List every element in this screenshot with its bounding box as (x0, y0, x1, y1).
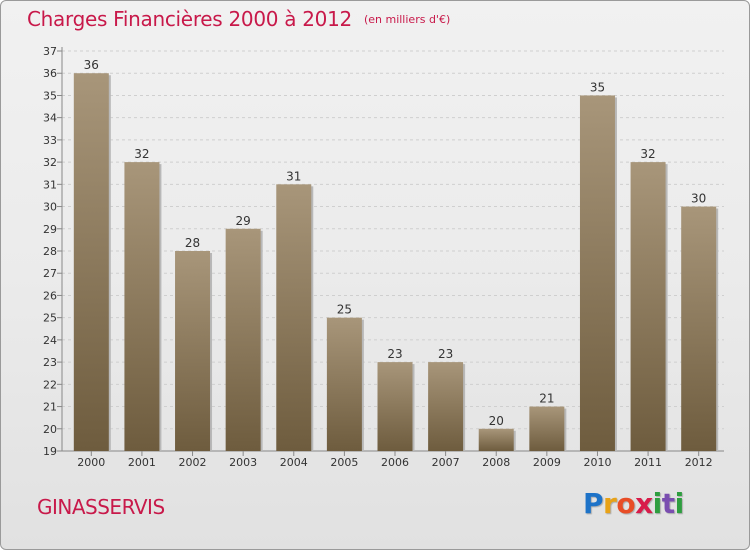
x-tick-label: 2007 (432, 456, 460, 469)
bar-2008 (478, 428, 514, 451)
data-label: 20 (489, 414, 504, 428)
y-tick-label: 24 (43, 334, 57, 347)
data-label: 30 (691, 192, 706, 206)
x-tick-label: 2009 (533, 456, 561, 469)
data-label: 23 (438, 347, 453, 361)
bar-2009 (529, 406, 565, 451)
bar-2000 (73, 73, 109, 451)
bar-2004 (276, 184, 312, 452)
y-tick-label: 32 (43, 156, 57, 169)
y-tick-label: 28 (43, 245, 57, 258)
bar-2006 (377, 362, 413, 451)
commune-name: GINASSERVIS (37, 495, 165, 519)
x-tick-label: 2003 (229, 456, 257, 469)
y-tick-label: 25 (43, 312, 57, 325)
data-label: 36 (84, 58, 99, 72)
x-tick-label: 2011 (634, 456, 662, 469)
y-tick-labels: 19 20 21 22 23 24 25 26 27 28 29 30 31 32 33 34 35 36 37 (43, 45, 57, 458)
bar-2007 (428, 362, 464, 451)
data-label: 35 (590, 80, 605, 94)
x-tick-label: 2006 (381, 456, 409, 469)
data-labels: 36 32 28 29 31 25 23 23 20 21 35 32 30 (84, 58, 707, 428)
y-tick-label: 30 (43, 201, 57, 214)
chart-title: Charges Financières 2000 à 2012 (27, 7, 352, 31)
x-tick-label: 2008 (482, 456, 510, 469)
x-tick-label: 2010 (583, 456, 611, 469)
x-tick-label: 2001 (128, 456, 156, 469)
y-tick-label: 36 (43, 67, 57, 80)
bar-2002 (175, 251, 211, 451)
data-label: 23 (387, 347, 402, 361)
y-tick-label: 35 (43, 89, 57, 102)
bar-2010 (579, 95, 615, 451)
y-tick-label: 27 (43, 267, 57, 280)
y-tick-label: 21 (43, 401, 57, 414)
data-label: 29 (236, 214, 251, 228)
x-tick-labels: 2000 2001 2002 2003 2004 2005 2006 2007 2008 2009… (77, 451, 713, 469)
bar-2012 (681, 206, 717, 451)
proxiti-logo: Proxiti (583, 487, 684, 520)
data-label: 31 (286, 169, 301, 183)
bar-2011 (630, 162, 666, 451)
bar-2005 (326, 317, 362, 451)
x-tick-label: 2000 (77, 456, 105, 469)
y-tick-label: 20 (43, 423, 57, 436)
data-label: 28 (185, 236, 200, 250)
data-label: 32 (134, 147, 149, 161)
bars (73, 73, 719, 452)
x-tick-label: 2002 (179, 456, 207, 469)
y-tick-label: 37 (43, 45, 57, 58)
data-label: 25 (337, 303, 352, 317)
title-row: Charges Financières 2000 à 2012 (en milli… (27, 7, 450, 31)
bar-2003 (225, 228, 261, 451)
y-tick-label: 31 (43, 178, 57, 191)
y-tick-label: 33 (43, 134, 57, 147)
y-tick-label: 34 (43, 112, 57, 125)
data-label: 21 (539, 392, 554, 406)
y-tick-label: 26 (43, 289, 57, 302)
y-tick-label: 29 (43, 223, 57, 236)
chart-subtitle: (en milliers d'€) (363, 13, 451, 26)
x-tick-label: 2005 (330, 456, 358, 469)
x-tick-label: 2004 (280, 456, 308, 469)
y-tick-label: 19 (43, 445, 57, 458)
data-label: 32 (640, 147, 655, 161)
x-tick-label: 2012 (685, 456, 713, 469)
y-tick-label: 22 (43, 378, 57, 391)
y-tick-label: 23 (43, 356, 57, 369)
bar-2001 (124, 162, 160, 451)
